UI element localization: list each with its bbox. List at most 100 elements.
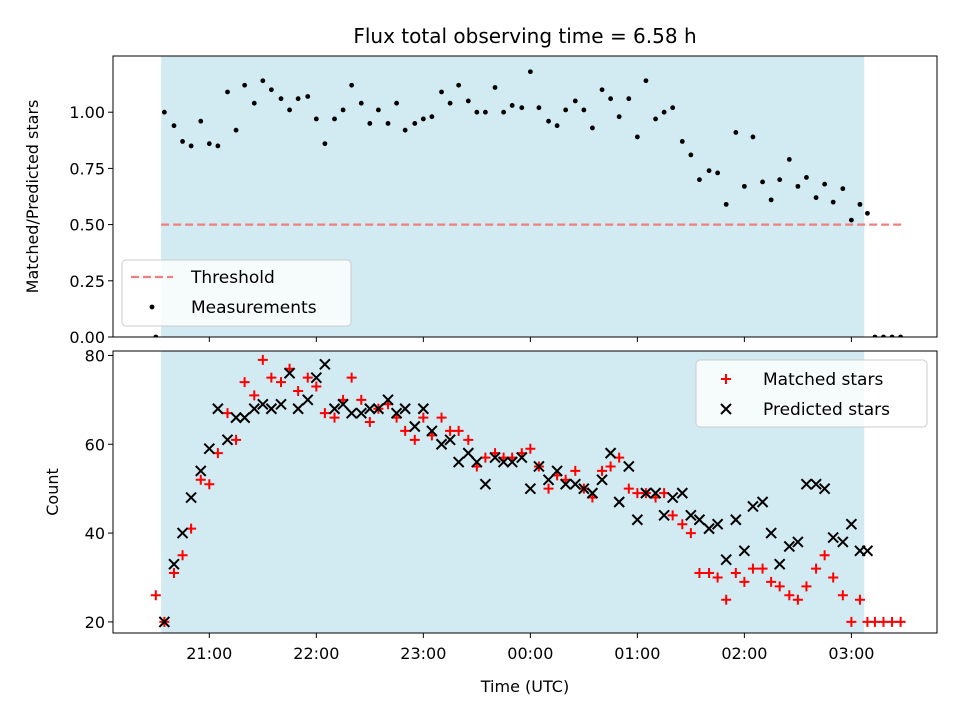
series-0 <box>153 69 904 337</box>
matched-point <box>605 461 616 472</box>
y-tick-label: 0.25 <box>69 272 105 291</box>
data-point <box>171 123 177 129</box>
predicted-point <box>506 456 518 468</box>
data-point <box>599 87 605 93</box>
y-axis-label: Matched/Predicted stars <box>23 100 42 294</box>
matched-point <box>667 510 678 521</box>
predicted-point <box>773 558 786 570</box>
data-point <box>215 143 221 149</box>
y-tick-label: 0.75 <box>69 159 105 178</box>
y-tick-label: 1.00 <box>69 103 105 122</box>
predicted-point <box>238 411 251 424</box>
x-tick-label: 01:00 <box>614 644 660 663</box>
predicted-point <box>631 514 644 526</box>
matched-point <box>846 616 857 627</box>
matched-point <box>346 372 357 383</box>
predicted-point <box>292 403 304 415</box>
predicted-point <box>730 514 742 526</box>
predicted-point <box>551 465 563 477</box>
predicted-point <box>783 540 796 553</box>
predicted-point <box>212 403 224 415</box>
matched-point <box>747 563 758 574</box>
predicted-point <box>658 509 670 522</box>
data-point <box>198 118 204 124</box>
matched-point <box>721 594 732 605</box>
matched-point <box>774 581 785 592</box>
legend-box <box>121 259 352 327</box>
data-point <box>822 181 828 187</box>
data-point <box>456 82 462 88</box>
matched-point <box>854 594 865 605</box>
matched-point <box>311 381 322 392</box>
predicted-point <box>275 398 287 410</box>
data-marks <box>150 354 906 628</box>
data-point <box>385 121 391 126</box>
data-point <box>161 109 167 115</box>
x-axis-label: Time (UTC) <box>480 677 569 696</box>
data-point <box>889 334 895 337</box>
data-point <box>679 139 685 144</box>
predicted-point <box>203 442 216 455</box>
data-point <box>813 195 819 201</box>
matched-point <box>632 488 643 499</box>
matched-point <box>257 354 268 365</box>
predicted-point <box>426 425 438 437</box>
legend-measurements-swatch <box>149 304 155 310</box>
predicted-point <box>818 482 831 495</box>
legend: Matched stars Predicted stars <box>695 359 928 428</box>
predicted-point <box>578 482 590 495</box>
data-point <box>206 141 212 147</box>
predicted-point <box>711 518 724 530</box>
data-point <box>581 107 587 113</box>
legend-predicted-label: Predicted stars <box>763 400 890 420</box>
data-point <box>367 121 373 126</box>
data-point <box>439 89 444 95</box>
matched-point <box>293 385 304 396</box>
matched-point <box>543 483 554 494</box>
predicted-point <box>257 398 269 410</box>
matched-point <box>766 576 777 587</box>
data-marks <box>153 69 904 337</box>
data-point <box>715 170 721 176</box>
data-point <box>653 116 658 122</box>
matched-point <box>150 590 161 601</box>
predicted-point <box>319 358 331 371</box>
predicted-point <box>382 394 394 406</box>
series-1 <box>158 358 874 628</box>
top-panel: 0.00 0.25 0.50 0.75 1.00 Matched/Predicted st… <box>23 24 938 347</box>
data-point <box>233 127 239 133</box>
matched-point <box>801 581 812 592</box>
data-point <box>527 69 533 75</box>
matched-point <box>302 372 313 383</box>
data-point <box>608 96 614 102</box>
matched-point <box>418 412 429 423</box>
data-point <box>768 197 774 203</box>
data-point <box>305 94 311 99</box>
data-point <box>760 179 765 185</box>
predicted-point <box>265 403 278 415</box>
matched-point <box>730 568 741 579</box>
data-point <box>349 82 355 88</box>
matched-point <box>704 568 715 579</box>
data-point <box>626 96 632 102</box>
data-point <box>706 168 712 174</box>
predicted-point <box>640 487 652 499</box>
data-point <box>394 100 399 106</box>
x-tick-label: 22:00 <box>293 644 339 663</box>
data-point <box>840 186 846 192</box>
predicted-point <box>586 487 599 499</box>
matched-point <box>757 563 768 574</box>
predicted-point <box>649 487 662 499</box>
matched-point <box>168 568 179 579</box>
data-point <box>723 201 729 207</box>
predicted-point <box>792 536 804 548</box>
predicted-point <box>497 456 510 468</box>
data-point <box>670 105 676 111</box>
bottom-panel: 20 40 60 80 21:00 22:00 23:00 00:00 01:00 02:00 03… <box>43 346 938 696</box>
predicted-point <box>837 536 849 548</box>
data-point <box>509 103 515 108</box>
data-point <box>483 109 488 115</box>
data-point <box>554 123 560 129</box>
data-point <box>260 78 266 84</box>
predicted-point <box>676 487 689 499</box>
